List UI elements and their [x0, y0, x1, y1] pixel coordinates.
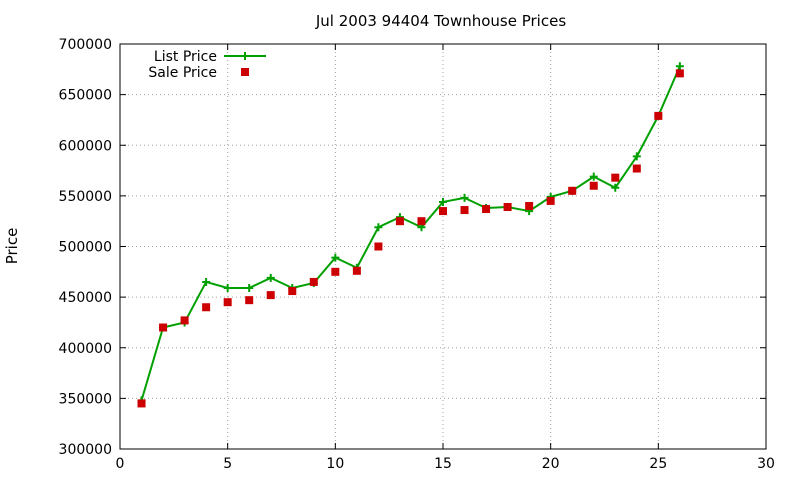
data-point-plus — [223, 284, 232, 293]
y-tick-label: 600000 — [59, 138, 112, 154]
legend-label: List Price — [154, 49, 217, 65]
legend-label: Sale Price — [148, 65, 217, 81]
data-point-square — [288, 287, 297, 296]
data-point-square — [417, 217, 426, 226]
plot-frame — [119, 43, 767, 450]
data-point-square — [482, 205, 491, 214]
data-point-plus — [675, 62, 684, 71]
data-point-square — [439, 207, 447, 216]
data-point-square — [331, 267, 340, 276]
series-sale-price — [137, 69, 684, 408]
y-tick-label: 450000 — [59, 290, 112, 306]
y-tick-label: 400000 — [59, 341, 112, 357]
data-point-square — [611, 173, 620, 182]
x-tick-label: 30 — [757, 456, 775, 472]
x-tick-label: 5 — [223, 456, 232, 472]
data-point-square — [309, 277, 318, 286]
x-tick-label: 10 — [326, 456, 344, 472]
data-point-square — [654, 111, 663, 120]
data-point-square — [374, 242, 383, 251]
x-tick-label: 0 — [116, 456, 125, 472]
data-point-plus — [439, 197, 447, 206]
series-list-price — [137, 62, 684, 405]
data-point-square — [525, 202, 534, 210]
data-point-square — [460, 206, 469, 215]
data-point-square — [675, 69, 684, 78]
y-tick-label: 550000 — [59, 189, 112, 205]
data-point-square — [180, 316, 189, 325]
data-point-square — [632, 164, 641, 173]
data-point-square — [568, 186, 577, 195]
data-point-square — [503, 203, 512, 212]
series-line — [140, 65, 681, 401]
data-point-plus — [331, 253, 340, 262]
y-tick-label: 650000 — [59, 88, 112, 104]
data-point-square — [352, 266, 361, 275]
data-point-plus — [202, 277, 211, 286]
legend-swatch-marker — [241, 68, 249, 76]
chart-title: Jul 2003 94404 Townhouse Prices — [315, 12, 566, 30]
y-tick-label: 700000 — [59, 37, 112, 53]
y-tick-label: 300000 — [59, 442, 112, 458]
data-point-plus — [374, 223, 383, 232]
data-point-square — [202, 303, 211, 312]
tick-labels: 0 5 10 15 20 25 30 300000 350000 400000 450000 5000… — [59, 37, 775, 472]
y-tick-label: 350000 — [59, 391, 112, 407]
data-point-plus — [611, 183, 620, 192]
data-point-square — [137, 399, 146, 408]
data-point-square — [266, 291, 275, 300]
x-tick-label: 15 — [434, 456, 452, 472]
series-layer — [137, 62, 684, 408]
y-tick-label: 500000 — [59, 240, 112, 256]
data-point-plus — [589, 172, 598, 181]
data-point-square — [223, 298, 232, 307]
data-point-plus — [460, 193, 469, 202]
grid-lines — [120, 44, 766, 449]
data-point-plus — [266, 273, 275, 282]
legend-swatch-marker — [241, 52, 249, 60]
data-point-square — [546, 196, 555, 205]
data-point-square — [245, 296, 254, 305]
data-point-square — [589, 181, 598, 190]
data-point-plus — [245, 284, 254, 293]
data-point-plus — [632, 152, 641, 161]
x-tick-label: 25 — [649, 456, 667, 472]
data-point-square — [395, 217, 404, 226]
x-tick-label: 20 — [542, 456, 560, 472]
data-point-square — [159, 323, 168, 332]
y-axis-title: Price — [3, 228, 21, 265]
